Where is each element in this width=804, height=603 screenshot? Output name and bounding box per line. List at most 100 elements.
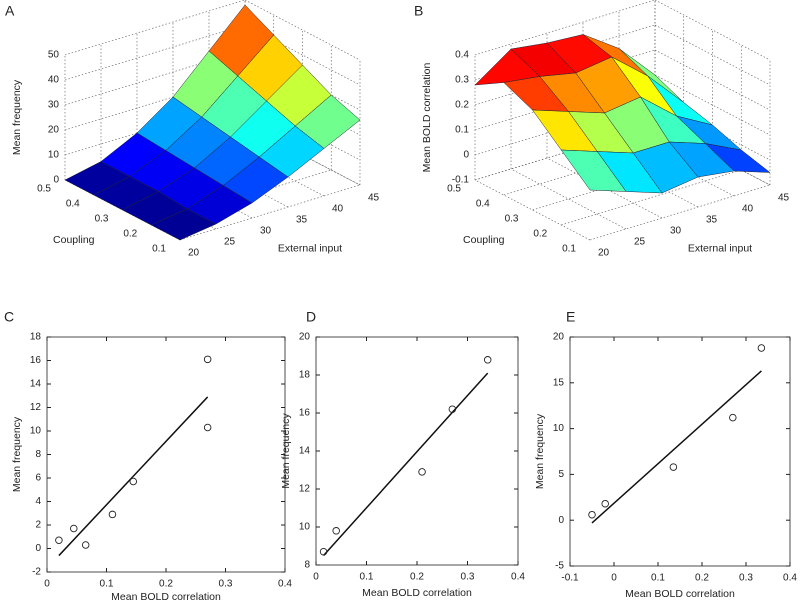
x-tick-label: 35 — [706, 215, 718, 226]
x-tick-label: 0.2 — [159, 579, 173, 590]
y-tick-label: 20 — [553, 332, 565, 343]
z-tick-label: 0.3 — [455, 75, 469, 86]
z-tick-label: 10 — [48, 150, 60, 161]
plot-frame — [569, 336, 791, 567]
grid-line — [618, 135, 735, 197]
data-point — [669, 463, 678, 471]
data-point — [601, 499, 609, 508]
x-tick-label: 25 — [224, 237, 236, 248]
y-tick-label: 0 — [558, 515, 564, 526]
z-tick-label: 0 — [463, 150, 469, 161]
x-tick-label: 0.2 — [410, 572, 424, 583]
z-tick-label: 0.4 — [455, 50, 469, 61]
z-tick-label: 50 — [48, 50, 60, 61]
panel-label: A — [5, 3, 15, 19]
z-tick-label: 0.1 — [455, 125, 469, 136]
x-tick-label: 0.1 — [360, 572, 374, 583]
y-axis-label: Mean frequency — [11, 416, 23, 492]
z-tick-label: 0.2 — [455, 100, 469, 111]
y-tick-label: 8 — [35, 449, 41, 460]
x-tick-label: 20 — [188, 248, 200, 259]
x-axis-label: Mean BOLD correlation — [625, 588, 735, 600]
x-tick-label: 0.2 — [695, 573, 709, 584]
grid-line — [510, 168, 627, 230]
y-tick-label: 18 — [30, 332, 42, 343]
y-tick-label: 0.5 — [447, 184, 461, 195]
grid-line — [654, 124, 771, 186]
y-tick-label: 12 — [30, 402, 42, 413]
regression-line — [591, 370, 762, 524]
y-tick-label: 0.3 — [95, 214, 109, 225]
regression-line — [323, 372, 489, 557]
x-tick-label: 0.3 — [219, 579, 233, 590]
y-tick-label: 8 — [304, 560, 310, 571]
grid-line — [582, 146, 699, 208]
z-axis-label: Mean frequency — [11, 79, 23, 155]
grid-line — [474, 179, 591, 241]
y-tick-label: 0.1 — [562, 244, 576, 255]
y-axis-label: Coupling — [463, 234, 505, 246]
grid-line — [546, 157, 663, 219]
surface-patch — [150, 208, 217, 241]
x-axis-label: Mean BOLD correlation — [111, 591, 221, 603]
data-point — [129, 477, 138, 486]
surface-patch — [560, 149, 627, 192]
panel-label: E — [566, 309, 575, 325]
panel-label: D — [306, 309, 316, 325]
y-tick-label: -2 — [32, 567, 41, 578]
y-tick-label: 16 — [299, 408, 311, 419]
y-tick-label: 12 — [299, 484, 311, 495]
x-axis-label: Mean BOLD correlation — [362, 587, 472, 599]
x-tick-label: 40 — [332, 204, 344, 215]
data-point — [448, 405, 457, 413]
y-tick-label: 18 — [299, 370, 311, 381]
z-tick-label: -0.1 — [452, 175, 470, 186]
y-tick-label: 10 — [553, 423, 565, 434]
x-tick-label: 0.4 — [783, 573, 797, 584]
y-tick-label: 16 — [30, 355, 42, 366]
panel-label: C — [4, 309, 14, 325]
x-tick-label: 0.3 — [739, 573, 753, 584]
grid-line — [208, 135, 325, 197]
data-point — [203, 355, 212, 364]
y-tick-label: 10 — [30, 426, 42, 437]
x-tick-label: 0.4 — [511, 572, 525, 583]
data-point — [418, 468, 426, 476]
x-tick-label: 0 — [313, 572, 319, 583]
grid-line — [172, 146, 289, 208]
grid-line — [244, 0, 361, 61]
x-axis-label: External input — [688, 242, 752, 254]
data-point — [757, 344, 766, 352]
y-tick-label: 20 — [299, 332, 311, 343]
z-tick-label: 40 — [48, 75, 60, 86]
y-tick-label: 14 — [30, 379, 42, 390]
grid-line — [654, 49, 771, 111]
data-point — [55, 536, 63, 545]
data-point — [483, 356, 492, 364]
data-point — [332, 527, 340, 535]
data-point — [203, 423, 212, 432]
y-tick-label: 2 — [35, 520, 41, 531]
y-tick-label: 0.3 — [505, 214, 519, 225]
data-point — [319, 547, 328, 556]
y-tick-label: 4 — [35, 496, 41, 507]
z-tick-label: 0 — [53, 175, 59, 186]
x-tick-label: 0.1 — [651, 573, 665, 584]
y-tick-label: -5 — [555, 561, 564, 572]
x-tick-label: 0 — [611, 573, 617, 584]
x-tick-label: -0.1 — [561, 573, 579, 584]
grid-line — [654, 74, 771, 136]
y-tick-label: 0.2 — [533, 229, 547, 240]
x-tick-label: 0.4 — [278, 579, 292, 590]
x-tick-label: 40 — [742, 204, 754, 215]
z-axis-label: Mean BOLD correlation — [421, 62, 433, 172]
x-tick-label: 45 — [778, 193, 790, 204]
y-tick-label: 15 — [553, 377, 565, 388]
y-tick-label: 0.2 — [123, 229, 137, 240]
y-tick-label: 0 — [35, 543, 41, 554]
grid-line — [654, 24, 771, 86]
y-tick-label: 6 — [35, 473, 41, 484]
data-point — [588, 510, 596, 519]
y-tick-label: 14 — [299, 446, 311, 457]
